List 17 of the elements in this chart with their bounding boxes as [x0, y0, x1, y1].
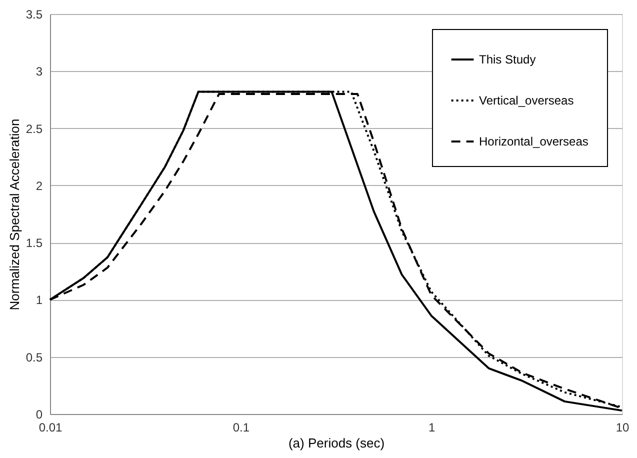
- legend-label: Vertical_overseas: [479, 94, 574, 108]
- legend-label: This Study: [479, 52, 536, 66]
- x-tick-label: 1: [428, 420, 436, 434]
- y-tick-label: 2.5: [26, 122, 43, 136]
- x-tick-label: 0.1: [232, 420, 250, 434]
- x-tick-label: 0.01: [38, 420, 62, 434]
- y-tick-label: 0.5: [26, 350, 43, 364]
- legend-label: Horizontal_overseas: [479, 134, 588, 148]
- y-tick-label: 2: [36, 178, 43, 193]
- y-tick-label: 1.5: [26, 236, 43, 250]
- y-tick-label: 1: [36, 293, 43, 308]
- y-tick-label: 0: [36, 408, 43, 422]
- y-tick-label: 3.5: [26, 8, 43, 22]
- x-tick-label: 10: [616, 420, 630, 434]
- x-axis-title: (a) Periods (sec): [288, 436, 385, 450]
- y-tick-label: 3: [36, 64, 43, 79]
- y-axis-title: Normalized Spectral Acceleration: [6, 118, 22, 310]
